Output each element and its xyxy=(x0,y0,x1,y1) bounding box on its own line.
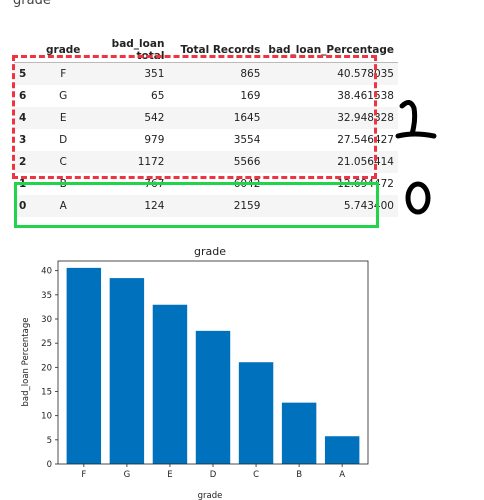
bad-loan-total-cell: 979 xyxy=(144,134,165,146)
handwritten-one-text: 1 xyxy=(392,92,393,93)
y-tick-label: 0 xyxy=(47,460,52,470)
y-tick-label: 10 xyxy=(41,412,52,422)
plot-frame xyxy=(57,260,369,465)
total-records-cell: 5566 xyxy=(168,151,265,173)
y-tick-label: 35 xyxy=(41,291,52,301)
total-records-cell: 6042 xyxy=(233,178,261,190)
y-tick-label: 20 xyxy=(41,363,52,373)
total-records-cell: 3554 xyxy=(233,134,261,146)
grade-cell: D xyxy=(59,134,68,146)
chart-title: grade xyxy=(194,245,226,258)
x-tick-label: C xyxy=(253,470,259,480)
grade-table: grade bad_loan total Total Records bad_l… xyxy=(14,38,398,217)
bad-loan-percentage-cell: 5.743400 xyxy=(264,195,398,217)
grade-cell: C xyxy=(42,151,85,173)
bar-A xyxy=(324,436,360,464)
bad-loan-total-cell: 542 xyxy=(84,107,169,129)
grade-cell: B xyxy=(59,178,67,190)
row-index-cell: 1 xyxy=(19,178,27,190)
handwritten-zero-text: 0 xyxy=(400,176,401,177)
table-row: 3 D 979 3554 27.546427 xyxy=(14,129,398,151)
table-row: 2 C 1172 5566 21.056414 xyxy=(14,151,398,173)
total-records-cell: 169 xyxy=(240,90,261,102)
y-tick-label: 25 xyxy=(41,339,52,349)
bar-F xyxy=(66,267,102,464)
row-index-cell: 5 xyxy=(14,62,42,85)
column-header-grade: grade xyxy=(42,38,85,63)
x-tick-label: B xyxy=(296,470,302,480)
bar-E xyxy=(152,304,188,464)
bar-G xyxy=(109,278,145,464)
row-index-cell: 3 xyxy=(19,134,27,146)
column-header-index xyxy=(14,38,42,63)
grade-cell: G xyxy=(59,90,68,102)
table-row: 5 F 351 865 40.578035 xyxy=(14,62,398,85)
grade-cell: F xyxy=(42,62,85,85)
grade-cell: A xyxy=(42,195,85,217)
handwritten-one-label: 1 xyxy=(392,92,437,139)
y-axis-label: bad_loan Percentage xyxy=(21,318,31,407)
y-tick-label: 30 xyxy=(41,315,52,325)
bad-loan-total-cell: 767 xyxy=(144,178,165,190)
x-tick-label: D xyxy=(210,470,217,480)
y-tick-label: 15 xyxy=(41,388,52,398)
x-tick-label: G xyxy=(124,470,131,480)
column-header-bad-loan-total: bad_loan total xyxy=(84,38,169,63)
column-header-bad-loan-percentage: bad_loan_Percentage xyxy=(264,38,398,63)
table-body: 5 F 351 865 40.578035 6 G 65 169 38.461538 4 E 542 16… xyxy=(14,62,398,217)
row-index-cell: 2 xyxy=(14,151,42,173)
bad-loan-total-cell: 351 xyxy=(84,62,169,85)
bar-B xyxy=(281,402,317,464)
total-records-cell: 865 xyxy=(168,62,265,85)
x-tick-label: F xyxy=(81,470,86,480)
column-header-total-records: Total Records xyxy=(168,38,265,63)
total-records-cell: 2159 xyxy=(168,195,265,217)
row-index-cell: 4 xyxy=(14,107,42,129)
bad-loan-percentage-cell: 38.461538 xyxy=(337,90,394,102)
bad-loan-total-cell: 124 xyxy=(84,195,169,217)
bar-chart: grade grade bad_loan Percentage F G E D C B A 0… xyxy=(21,245,369,500)
grade-cell: E xyxy=(42,107,85,129)
table-row: 1 B 767 6042 12.694472 xyxy=(14,173,398,195)
bad-loan-total-cell: 1172 xyxy=(84,151,169,173)
row-index-cell: 6 xyxy=(19,90,27,102)
y-tick-label: 40 xyxy=(41,267,52,277)
chart-marks: F G E D C B A 0 5 10 15 20 25 30 35 40 xyxy=(41,260,369,480)
table-row: 6 G 65 169 38.461538 xyxy=(14,85,398,107)
x-tick-label: A xyxy=(339,470,345,480)
x-axis-label: grade xyxy=(198,491,223,500)
bad-loan-percentage-cell: 21.056414 xyxy=(264,151,398,173)
page-heading: grade xyxy=(13,0,51,8)
bad-loan-percentage-cell: 32.948328 xyxy=(264,107,398,129)
bar-C xyxy=(238,362,274,464)
row-index-cell: 0 xyxy=(14,195,42,217)
table-row: 0 A 124 2159 5.743400 xyxy=(14,195,398,217)
y-tick-label: 5 xyxy=(47,436,52,446)
bad-loan-percentage-cell: 40.578035 xyxy=(264,62,398,85)
handwritten-zero-label: 0 xyxy=(400,176,431,215)
bad-loan-percentage-cell: 27.546427 xyxy=(337,134,394,146)
x-tick-label: E xyxy=(167,470,172,480)
total-records-cell: 1645 xyxy=(168,107,265,129)
bad-loan-total-cell: 65 xyxy=(151,90,165,102)
table-row: 4 E 542 1645 32.948328 xyxy=(14,107,398,129)
bad-loan-percentage-cell: 12.694472 xyxy=(337,178,394,190)
bar-D xyxy=(195,330,231,464)
table-header-row: grade bad_loan total Total Records bad_l… xyxy=(14,38,398,63)
